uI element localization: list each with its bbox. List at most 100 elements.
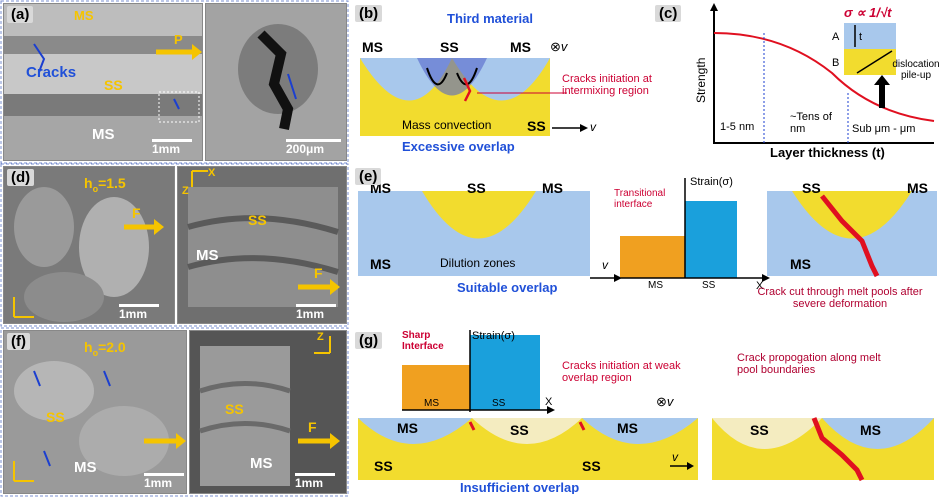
- panel-b-ss: SS: [440, 39, 459, 55]
- panel-e-bar-ss: SS: [702, 280, 716, 291]
- panel-d-h: h: [84, 175, 93, 191]
- panel-e-ms3: MS: [370, 256, 391, 272]
- panel-d2-texture: [187, 170, 340, 307]
- panel-g-crack-prop: Crack propogation along melt pool bounda…: [737, 352, 881, 376]
- panel-g-bar-ms: MS: [424, 398, 439, 409]
- panel-a2-crack: [238, 24, 318, 130]
- panel-b-tag: (b): [355, 5, 383, 22]
- panel-c-label-b: B: [832, 57, 840, 69]
- panel-d-scale: 1mm: [119, 304, 159, 321]
- panel-b-mass-convection: Mass convection: [402, 118, 492, 132]
- panel-g-strain: Strain(σ): [472, 330, 515, 342]
- panel-e: (e) MS SS MS MS Dilution zones v Suitabl…: [352, 166, 940, 326]
- panel-a-p-label: P: [174, 32, 183, 47]
- panel-b-v-label: v: [560, 39, 568, 54]
- panel-g-v-arrow-label: v: [672, 450, 678, 464]
- panel-a-scale: 1mm: [152, 139, 192, 156]
- panel-a-micrograph: (a) MS Cracks SS MS P 1mm: [3, 3, 203, 161]
- panel-d-f-label: F: [132, 205, 141, 221]
- panel-e-ms2: MS: [542, 180, 563, 196]
- panel-f2-scale: 1mm: [295, 473, 335, 490]
- panel-g-ss-left: SS: [374, 458, 393, 474]
- panel-g-ss2: SS: [750, 422, 769, 438]
- panel-a-ms-label: MS: [92, 126, 115, 143]
- panel-d2-f: F: [314, 265, 323, 281]
- panel-e-ms4: MS: [907, 180, 928, 196]
- panel-g-sharp: Sharp Interface: [402, 330, 444, 352]
- panel-f-h-label: ho=2.0: [84, 339, 126, 358]
- panel-f-ms: MS: [74, 459, 97, 476]
- panel-f2-ms: MS: [250, 455, 273, 472]
- panel-e-bar-ms: MS: [648, 280, 663, 291]
- panel-e-dilution: Dilution zones: [440, 256, 516, 270]
- panel-c-formula: σ ∝ 1/√t: [844, 5, 892, 20]
- panel-d-h-val: =1.5: [98, 175, 126, 191]
- panel-e-ms5: MS: [790, 256, 811, 272]
- panel-b-v-symbol: ⊗v: [550, 39, 568, 54]
- panel-c-label-a: A: [832, 31, 840, 43]
- panel-g-caption: Insufficient overlap: [460, 480, 580, 494]
- panel-b: (b) Third material MS SS MS ⊗v Cracks in…: [352, 3, 688, 161]
- panel-d-tag: (d): [7, 169, 35, 186]
- panel-e-crack-cut: Crack cut through melt pools after sever…: [757, 286, 923, 310]
- panel-e-ss: SS: [467, 180, 486, 196]
- panel-b-caption: Excessive overlap: [402, 139, 515, 154]
- panel-b-cracks-initiation: Cracks initiation at intermixing region: [562, 73, 652, 97]
- panel-e-transitional: Transitional interface: [614, 188, 666, 210]
- panel-g-v-label: v: [666, 394, 674, 409]
- panel-g: (g) Sharp Interface Strain(σ) MS SS X Cr…: [352, 330, 940, 494]
- panel-d2-z: Z: [182, 185, 189, 197]
- panel-g-ms1: MS: [397, 420, 418, 436]
- panel-e-ss2: SS: [802, 180, 821, 196]
- panel-e-tag: (e): [355, 168, 382, 185]
- panel-b-third-material: Third material: [447, 11, 533, 26]
- panel-f2-f: F: [308, 419, 317, 435]
- panel-c-label-t: t: [859, 31, 863, 43]
- panel-a-ss-label: SS: [104, 77, 123, 93]
- panel-b-ms-right: MS: [510, 39, 531, 55]
- panel-f-h-val: =2.0: [98, 339, 126, 355]
- panel-g-ms3: MS: [860, 422, 881, 438]
- panel-d2-ms: MS: [196, 247, 219, 264]
- panel-e-v: v: [602, 258, 608, 272]
- panel-b-v-arrow-label: v: [590, 120, 596, 134]
- panel-e-schematic: [358, 178, 937, 282]
- panel-f-micrograph: (f) ho=2.0 SS MS 1mm: [3, 330, 187, 494]
- panel-f2-micrograph: Z SS MS F 1mm: [189, 330, 347, 494]
- panel-c-chart: [710, 3, 935, 144]
- panel-d-h-label: ho=1.5: [84, 175, 126, 194]
- panel-d2-scale: 1mm: [296, 304, 336, 321]
- panel-f2-ss: SS: [225, 401, 244, 417]
- panel-f-scale: 1mm: [144, 473, 184, 490]
- panel-f-tag: (f): [7, 333, 30, 350]
- panel-a-tag: (a): [7, 6, 34, 23]
- panel-c-ylabel: Strength: [694, 57, 708, 103]
- panel-a2-micrograph: 200μm: [205, 3, 347, 161]
- panel-d2-micrograph: X Z SS MS F 1mm: [177, 166, 347, 324]
- panel-c-pileup: dislocation pile-up: [892, 59, 940, 81]
- panel-a2-scale: 200μm: [286, 139, 341, 156]
- panel-c-xlabel: Layer thickness (t): [770, 145, 885, 160]
- panel-g-ss: SS: [510, 422, 529, 438]
- panel-c-range3: Sub μm - μm: [852, 123, 916, 135]
- panel-c-range1: 1-5 nm: [720, 121, 755, 133]
- panel-f2-z: Z: [317, 331, 324, 343]
- panel-b-ss-right: SS: [527, 118, 546, 134]
- panel-g-bar-x: X: [545, 396, 553, 408]
- panel-c: (c) Strength Layer thickness (t) 1-5 nm …: [652, 3, 940, 161]
- panel-g-ss-right: SS: [582, 458, 601, 474]
- panel-b-schematic: [360, 58, 588, 136]
- panel-c-tag: (c): [655, 5, 682, 22]
- panel-f-h: h: [84, 339, 93, 355]
- panel-d2-ss: SS: [248, 212, 267, 228]
- panel-c-range2: ~Tens of nm: [790, 111, 832, 135]
- panel-g-ms2: MS: [617, 420, 638, 436]
- panel-d-micrograph: (d) ho=1.5 F 1mm: [3, 166, 175, 324]
- panel-a-top-label: MS: [74, 8, 94, 23]
- panel-g-tag: (g): [355, 332, 383, 349]
- panel-a-cracks-label: Cracks: [26, 64, 77, 81]
- panel-d2-x: X: [208, 167, 216, 179]
- panel-b-ms-left: MS: [362, 39, 383, 55]
- panel-g-bar-ss: SS: [492, 398, 506, 409]
- panel-g-v-symbol: ⊗v: [656, 394, 674, 409]
